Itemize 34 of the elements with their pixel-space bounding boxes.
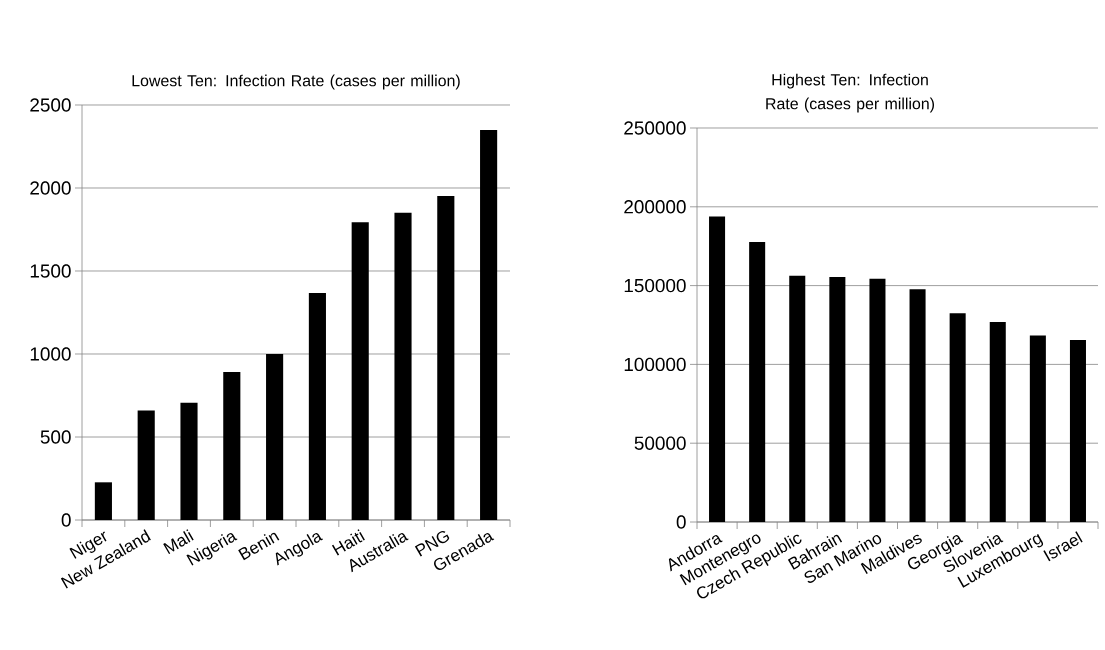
chart-title: Highest Ten: Infection Rate (cases per million) [766,73,935,113]
bar [1029,335,1046,522]
bar [94,482,112,520]
y-tick-label: 2500 [30,98,71,112]
y-tick-label: 0 [61,513,71,527]
bar [1069,339,1086,522]
bar [394,212,412,520]
y-tick-label: 1500 [30,264,71,278]
bar [223,372,241,520]
y-tick-label: 250000 [624,121,686,135]
bar [308,292,326,520]
chart-title: Lowest Ten: Infection Rate (cases per million) [132,74,460,90]
y-tick-label: 50000 [634,436,686,450]
y-tick-label: 0 [676,515,686,529]
bar [829,277,846,522]
y-tick-label: 150000 [624,278,686,293]
bar [749,242,766,522]
y-tick-label: 1000 [30,347,71,361]
y-tick-label: 500 [40,430,71,444]
bar [180,402,198,520]
bar [351,222,369,520]
y-tick-label: 200000 [624,200,686,214]
bar [480,129,498,520]
y-tick-label: 100000 [624,357,686,372]
bar [949,313,966,522]
bar [789,275,806,522]
bar [266,354,284,520]
bar [989,322,1006,522]
bar [869,278,886,522]
bar [909,289,926,522]
bar [137,410,155,520]
bar [709,216,726,522]
y-tick-label: 2000 [30,181,71,195]
bar [437,195,455,520]
